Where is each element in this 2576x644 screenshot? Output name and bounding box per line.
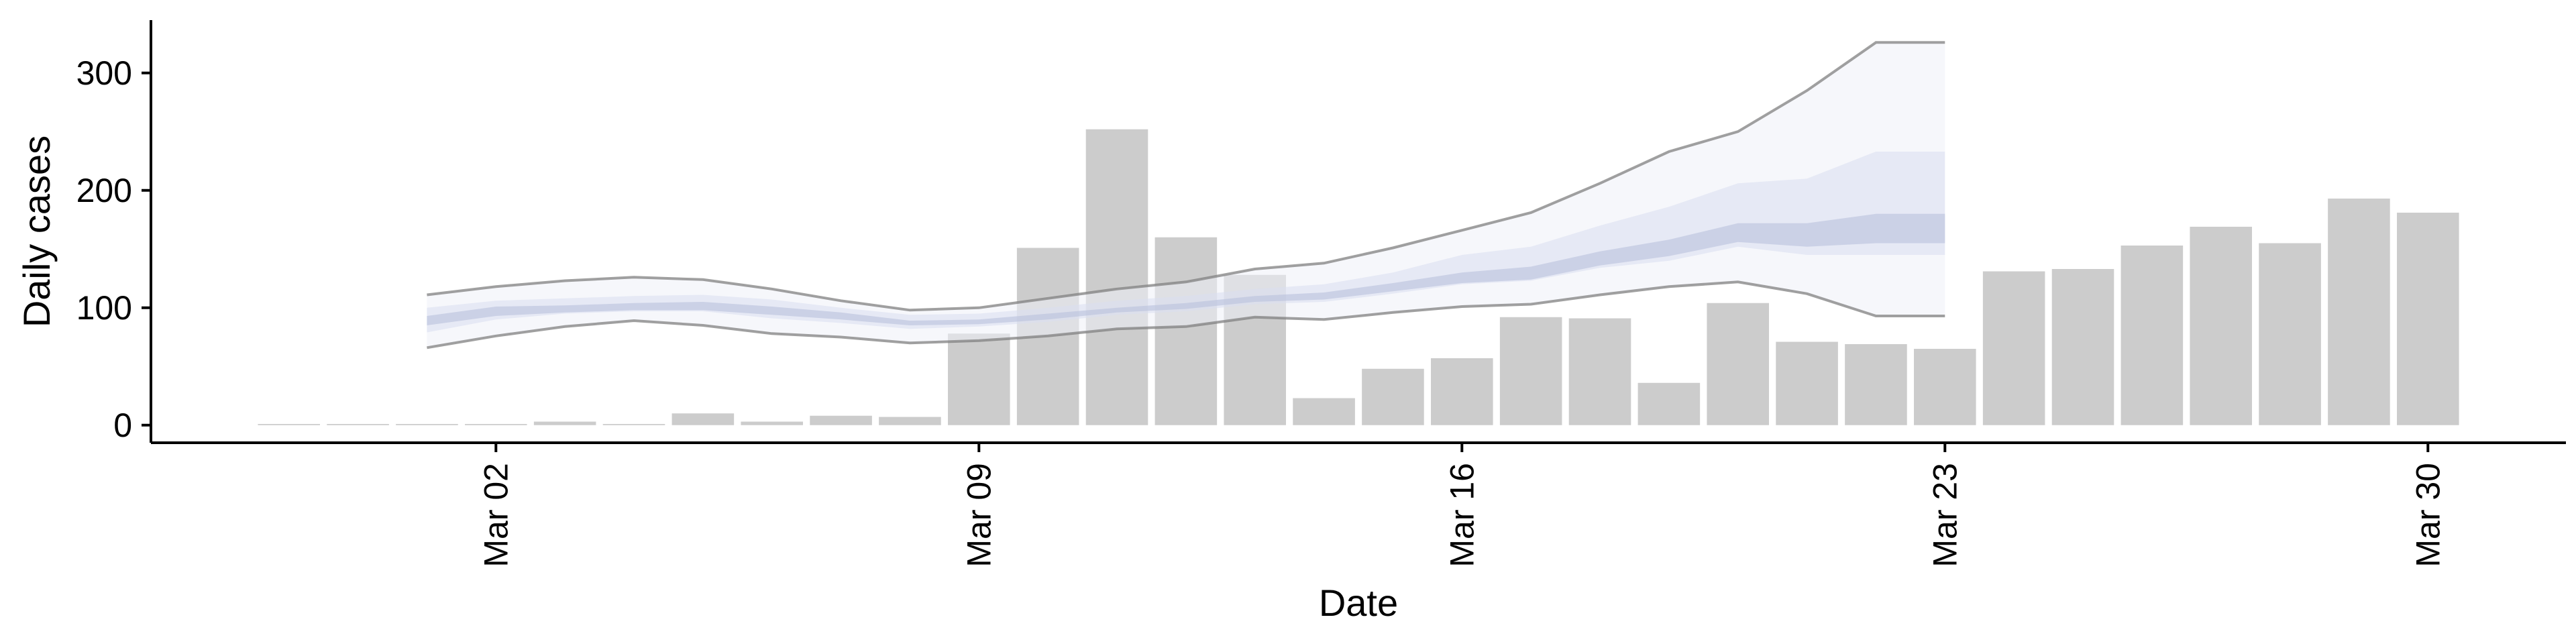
bar-2020-03-30 [2397, 213, 2459, 425]
band-mid [427, 152, 1945, 333]
bar-2020-02-29 [327, 424, 389, 425]
y-axis-ticks: 0 100 200 300 [76, 54, 151, 444]
bar-2020-03-29 [2328, 199, 2390, 425]
bar-2020-03-21 [1776, 341, 1838, 425]
bar-2020-03-03 [533, 421, 596, 425]
y-tick-label-300: 300 [76, 54, 132, 92]
bar-2020-03-25 [2051, 269, 2114, 425]
bar-2020-03-22 [1845, 344, 1907, 425]
bar-2020-03-23 [1914, 349, 1976, 425]
bar-2020-03-20 [1707, 303, 1769, 425]
bar-2020-03-16 [1431, 358, 1493, 425]
x-tick-label-2020-03-02: Mar 02 [477, 463, 515, 568]
band-upper-line [427, 41, 1945, 312]
x-tick-label-2020-03-09: Mar 09 [960, 463, 998, 568]
bar-2020-03-11 [1085, 129, 1148, 425]
x-axis-ticks: Mar 02 Mar 09 Mar 16 Mar 23 Mar 30 [477, 443, 2447, 568]
y-tick-label-200: 200 [76, 172, 132, 209]
y-tick-label-100: 100 [76, 289, 132, 327]
x-tick-label-2020-03-30: Mar 30 [2409, 463, 2447, 568]
estimate-band [427, 41, 1945, 350]
bar-2020-03-01 [396, 424, 458, 425]
bar-2020-03-06 [741, 421, 803, 425]
x-axis-label: Date [1319, 582, 1398, 624]
bar-2020-03-18 [1568, 318, 1631, 425]
bar-2020-03-15 [1362, 368, 1424, 425]
bar-series [258, 129, 2459, 425]
y-tick-label-0: 0 [113, 407, 132, 444]
bar-2020-03-02 [465, 424, 527, 425]
bar-2020-03-04 [602, 424, 665, 425]
x-tick-label-2020-03-16: Mar 16 [1443, 463, 1481, 568]
axes [150, 20, 2566, 444]
band-inner [427, 213, 1945, 325]
bar-2020-03-12 [1155, 237, 1218, 425]
bar-2020-03-19 [1638, 382, 1701, 425]
bar-2020-03-28 [2259, 243, 2321, 425]
bar-2020-03-05 [672, 413, 735, 425]
y-axis-label: Daily cases [15, 136, 58, 327]
bar-2020-03-24 [1982, 271, 2045, 425]
bar-2020-03-07 [810, 415, 872, 425]
bar-2020-03-27 [2190, 227, 2252, 425]
bar-2020-03-26 [2121, 246, 2184, 425]
bar-2020-03-08 [879, 417, 941, 425]
bar-2020-03-14 [1293, 398, 1355, 425]
band-lower-line [427, 280, 1945, 350]
bar-2020-02-28 [258, 424, 320, 425]
x-tick-label-2020-03-23: Mar 23 [1926, 463, 1964, 568]
bar-2020-03-17 [1499, 317, 1562, 425]
bar-2020-03-09 [948, 333, 1010, 425]
